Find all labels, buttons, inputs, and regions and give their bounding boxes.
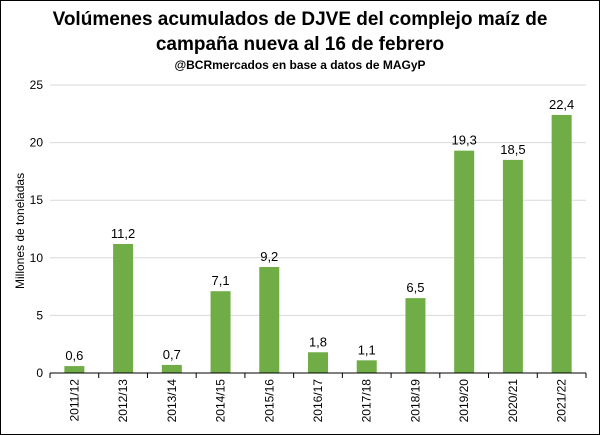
y-axis-title: Millones de toneladas xyxy=(13,172,27,289)
bar-2019-20 xyxy=(454,150,475,373)
data-label: 1,1 xyxy=(358,342,376,357)
data-label: 7,1 xyxy=(212,273,230,288)
x-tick-label: 2019/20 xyxy=(457,379,471,423)
x-tick-label: 2017/18 xyxy=(360,379,374,423)
bar-2016-17 xyxy=(308,352,328,373)
x-tick-label: 2018/19 xyxy=(408,379,422,423)
x-tick-label: 2021/22 xyxy=(555,379,569,423)
data-label: 1,8 xyxy=(309,334,327,349)
x-tick-label: 2016/17 xyxy=(311,379,325,423)
data-label: 19,3 xyxy=(452,133,477,148)
chart-subtitle: @BCRmercados en base a datos de MAGyP xyxy=(174,58,426,72)
bar-2014-15 xyxy=(210,291,231,373)
x-tick-label: 2012/13 xyxy=(116,379,130,423)
bar-2012-13 xyxy=(113,243,134,373)
x-tick-label: 2020/21 xyxy=(506,379,520,423)
y-tick-label: 15 xyxy=(30,193,44,207)
bar-2021-22 xyxy=(551,114,572,374)
bar-2020-21 xyxy=(502,159,523,373)
bar-2017-18 xyxy=(356,360,377,373)
y-tick-label: 5 xyxy=(36,308,43,322)
chart-title: Volúmenes acumulados de DJVE del complej… xyxy=(1,7,599,57)
data-label: 18,5 xyxy=(500,142,525,157)
y-tick-label: 25 xyxy=(30,78,44,92)
y-tick-label: 10 xyxy=(30,251,44,265)
bar-2013-14 xyxy=(161,364,182,373)
data-label: 22,4 xyxy=(549,97,574,112)
data-label: 0,6 xyxy=(65,348,83,363)
x-tick-label: 2013/14 xyxy=(165,379,179,423)
x-tick-label: 2014/15 xyxy=(214,379,228,423)
y-tick-label: 0 xyxy=(36,366,43,380)
data-label: 11,2 xyxy=(111,226,135,241)
x-tick-label: 2011/12 xyxy=(67,379,81,422)
bar-2015-16 xyxy=(259,267,280,373)
x-axis-ticks: 2011/12 2012/13 2013/14 2014/15 2015/16 2016/… xyxy=(49,373,587,423)
bar-2011-12 xyxy=(64,366,85,373)
chart-title-line-1: Volúmenes acumulados de DJVE del complej… xyxy=(52,9,548,30)
x-tick-label: 2015/16 xyxy=(262,379,276,423)
chart-title-line-2: campaña nueva al 16 de febrero xyxy=(155,34,445,55)
data-label: 0,7 xyxy=(163,347,181,362)
data-label: 6,5 xyxy=(406,280,424,295)
bars xyxy=(64,114,572,374)
value-labels: 0,6 11,2 0,7 7,1 9,2 1,8 1,1 6,5 19,3 18,5 22,4 xyxy=(65,97,574,363)
gridlines xyxy=(50,84,586,316)
bar-2018-19 xyxy=(405,298,426,373)
y-tick-label: 20 xyxy=(30,136,44,150)
data-label: 9,2 xyxy=(260,249,278,264)
y-axis-ticks: 0 5 10 15 20 25 xyxy=(30,78,44,380)
